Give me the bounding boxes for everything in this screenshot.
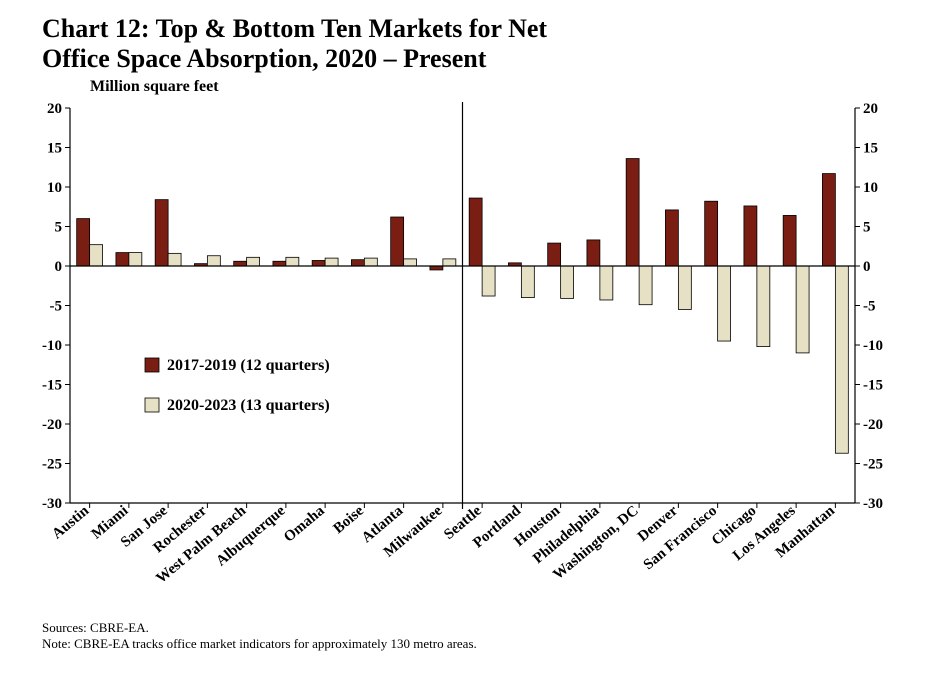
bar-series2 <box>286 257 299 266</box>
bar-series2 <box>443 259 456 266</box>
bar-series2 <box>835 266 848 453</box>
bar-series1 <box>116 252 129 265</box>
bar-series1 <box>626 158 639 265</box>
bar-series2 <box>207 256 220 266</box>
bar-series1 <box>391 217 404 266</box>
bar-series2 <box>482 266 495 296</box>
bar-series1 <box>155 199 168 265</box>
bar-series1 <box>77 218 90 265</box>
title-line-2: Office Space Absorption, 2020 – Present <box>42 44 486 73</box>
bar-series2 <box>90 244 103 265</box>
bar-series1 <box>469 198 482 266</box>
legend-swatch-1 <box>145 358 159 372</box>
bar-series2 <box>600 266 613 300</box>
y-axis-title: Million square feet <box>90 78 905 96</box>
bar-series1 <box>744 206 757 266</box>
y-tick-label-right: -30 <box>863 496 883 512</box>
legend-swatch-2 <box>145 398 159 412</box>
y-tick-label-left: 20 <box>47 101 62 117</box>
y-tick-label-left: -5 <box>50 298 63 314</box>
chart-area: -30 -30 -25 -25 -20 -20 -15 -15 -10 -10 -5 -5 0 0 5 5 10… <box>20 98 905 618</box>
y-tick-label-left: 15 <box>47 140 62 156</box>
bar-series1 <box>587 240 600 266</box>
bar-series2 <box>404 259 417 266</box>
y-tick-label-right: -20 <box>863 417 883 433</box>
y-tick-label-left: -15 <box>42 377 62 393</box>
bar-series2 <box>325 258 338 266</box>
y-tick-label-left: -10 <box>42 338 62 354</box>
bar-series1 <box>705 201 718 266</box>
bar-series2 <box>521 266 534 298</box>
category-label: Albuquerque <box>213 502 288 569</box>
y-tick-label-right: -10 <box>863 338 883 354</box>
y-tick-label-right: 5 <box>863 219 871 235</box>
y-tick-label-right: -5 <box>863 298 876 314</box>
y-tick-label-left: -30 <box>42 496 62 512</box>
bar-series1 <box>783 215 796 266</box>
chart-footer: Sources: CBRE-EA. Note: CBRE-EA tracks o… <box>42 620 905 653</box>
bar-series2 <box>561 266 574 298</box>
bar-series1 <box>351 259 364 265</box>
bar-series2 <box>718 266 731 341</box>
bar-series2 <box>247 257 260 266</box>
bar-series2 <box>364 258 377 266</box>
chart-page: Chart 12: Top & Bottom Ten Markets for N… <box>0 0 925 693</box>
bar-series1 <box>548 243 561 266</box>
y-tick-label-left: 10 <box>47 180 62 196</box>
y-tick-label-left: 5 <box>55 219 63 235</box>
y-tick-label-right: -15 <box>863 377 883 393</box>
bar-series1 <box>665 210 678 266</box>
bar-series1 <box>273 261 286 266</box>
y-tick-label-right: -25 <box>863 456 883 472</box>
y-tick-label-left: -25 <box>42 456 62 472</box>
bar-series1 <box>234 261 247 266</box>
bar-series1 <box>312 260 325 266</box>
bar-series2 <box>129 252 142 265</box>
y-tick-label-left: -20 <box>42 417 62 433</box>
sources-line: Sources: CBRE-EA. <box>42 620 905 636</box>
bar-series2 <box>796 266 809 353</box>
bar-series2 <box>168 253 181 266</box>
category-label: Omaha <box>281 502 328 545</box>
legend-label-2: 2020-2023 (13 quarters) <box>167 397 330 414</box>
chart-svg: -30 -30 -25 -25 -20 -20 -15 -15 -10 -10 -5 -5 0 0 5 5 10… <box>20 98 905 618</box>
bar-series2 <box>678 266 691 309</box>
legend-label-1: 2017-2019 (12 quarters) <box>167 357 330 374</box>
y-tick-label-right: 15 <box>863 140 878 156</box>
bar-series2 <box>639 266 652 305</box>
y-tick-label-right: 20 <box>863 101 878 117</box>
title-line-1: Chart 12: Top & Bottom Ten Markets for N… <box>42 14 547 43</box>
chart-title: Chart 12: Top & Bottom Ten Markets for N… <box>42 14 905 74</box>
y-tick-label-right: 0 <box>863 259 871 275</box>
y-tick-label-right: 10 <box>863 180 878 196</box>
bar-series2 <box>757 266 770 347</box>
y-tick-label-left: 0 <box>55 259 63 275</box>
note-line: Note: CBRE-EA tracks office market indic… <box>42 636 905 652</box>
bar-series1 <box>822 173 835 265</box>
